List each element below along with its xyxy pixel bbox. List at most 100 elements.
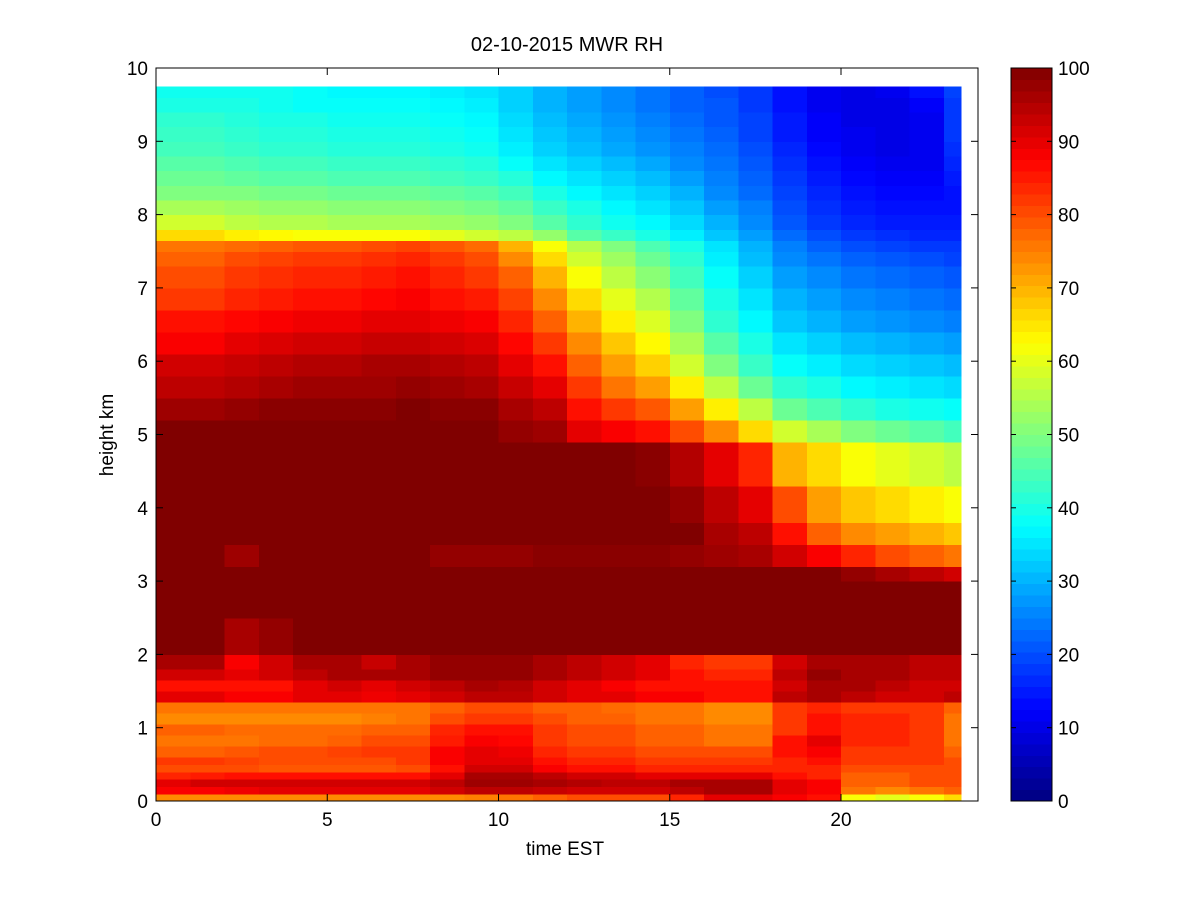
heatmap-cell (327, 126, 363, 142)
colorbar-segment (1011, 675, 1052, 688)
heatmap-cell (943, 375, 962, 399)
heatmap-cell (361, 331, 397, 355)
heatmap-cell (909, 86, 945, 98)
heatmap-cell (293, 155, 328, 172)
heatmap-cell (464, 544, 500, 568)
heatmap-cell (190, 397, 226, 421)
heatmap-cell (430, 397, 465, 421)
heatmap-cell (498, 331, 534, 355)
heatmap-cell (601, 786, 637, 795)
heatmap-cell (190, 654, 226, 670)
heatmap-cell (190, 441, 226, 487)
heatmap-cell (224, 240, 260, 252)
colorbar-segment (1011, 537, 1052, 550)
heatmap-cell (567, 669, 602, 681)
heatmap-cell (156, 617, 191, 655)
heatmap-cell (943, 786, 962, 795)
heatmap-cell (601, 485, 637, 524)
heatmap-cell (361, 757, 397, 765)
heatmap-cell (806, 111, 842, 128)
heatmap-cell (601, 617, 637, 655)
heatmap-cell (806, 251, 842, 267)
colorbar-tick-label: 10 (1058, 719, 1079, 740)
heatmap-cell (704, 764, 739, 773)
heatmap-cell (772, 155, 808, 172)
colorbar-segment (1011, 663, 1052, 676)
heatmap-cell (841, 229, 876, 241)
heatmap-cell (430, 724, 465, 736)
heatmap-cell (875, 702, 911, 714)
heatmap-cell (841, 155, 876, 172)
heatmap-cell (704, 581, 739, 619)
heatmap-cell (361, 786, 397, 795)
heatmap-cell (601, 713, 637, 725)
colorbar-segment (1011, 377, 1052, 390)
heatmap-cell (156, 331, 191, 355)
heatmap-cell (532, 251, 568, 267)
heatmap-cell (395, 544, 431, 568)
heatmap-cell (669, 97, 705, 113)
heatmap-cell (704, 617, 739, 655)
heatmap-cell (635, 485, 671, 524)
heatmap-cell (669, 111, 705, 128)
heatmap-cell (532, 786, 568, 795)
heatmap-cell (772, 97, 808, 113)
colorbar-segment (1011, 732, 1052, 745)
colorbar-segment (1011, 491, 1052, 504)
heatmap-cell (841, 353, 876, 377)
heatmap-cell (772, 713, 808, 725)
heatmap-cell (156, 97, 191, 113)
heatmap-cell (738, 419, 774, 443)
heatmap-cell (464, 331, 500, 355)
heatmap-cell (327, 654, 363, 670)
heatmap-cell (601, 214, 637, 230)
heatmap-cell (293, 170, 328, 186)
colorbar-segment (1011, 239, 1052, 252)
heatmap-cell (327, 522, 363, 546)
heatmap-cell (224, 713, 260, 725)
heatmap-cell (395, 170, 431, 186)
heatmap-cell (909, 654, 945, 670)
heatmap-cell (841, 680, 876, 692)
x-tick-labels: 0 5 10 15 20 (151, 810, 852, 831)
heatmap-cell (635, 141, 671, 157)
heatmap-cell (806, 170, 842, 186)
heatmap-cell (841, 141, 876, 157)
heatmap-cell (293, 566, 328, 582)
heatmap-cell (635, 419, 671, 443)
heatmap-cell (704, 771, 739, 780)
heatmap-cell (909, 680, 945, 692)
heatmap-cell (875, 566, 911, 582)
heatmap-cell (395, 617, 431, 655)
heatmap-cell (361, 764, 397, 773)
heatmap-cell (635, 724, 671, 736)
heatmap-cell (190, 680, 226, 692)
heatmap-cell (258, 170, 294, 186)
heatmap-cell (156, 419, 191, 443)
heatmap-cell (806, 581, 842, 619)
heatmap-cell (258, 251, 294, 267)
heatmap-cell (258, 793, 294, 802)
heatmap-cell (156, 375, 191, 399)
heatmap-cell (532, 126, 568, 142)
heatmap-cell (841, 111, 876, 128)
heatmap-cell (464, 680, 500, 692)
heatmap-cell (841, 544, 876, 568)
heatmap-cell (772, 724, 808, 736)
heatmap-cell (909, 141, 945, 157)
colorbar-tick-label: 60 (1058, 352, 1079, 373)
heatmap-cell (327, 713, 363, 725)
heatmap-cell (567, 441, 602, 487)
heatmap-cell (498, 724, 534, 736)
heatmap-cell (704, 97, 739, 113)
heatmap-cell (669, 691, 705, 703)
heatmap-cell (738, 331, 774, 355)
heatmap-cell (738, 229, 774, 241)
heatmap-cell (395, 265, 431, 289)
heatmap-cell (601, 669, 637, 681)
heatmap-cell (909, 353, 945, 377)
heatmap-cell (567, 691, 602, 703)
colorbar-segment (1011, 274, 1052, 287)
x-tick-label: 15 (659, 810, 680, 831)
heatmap-cell (738, 309, 774, 333)
